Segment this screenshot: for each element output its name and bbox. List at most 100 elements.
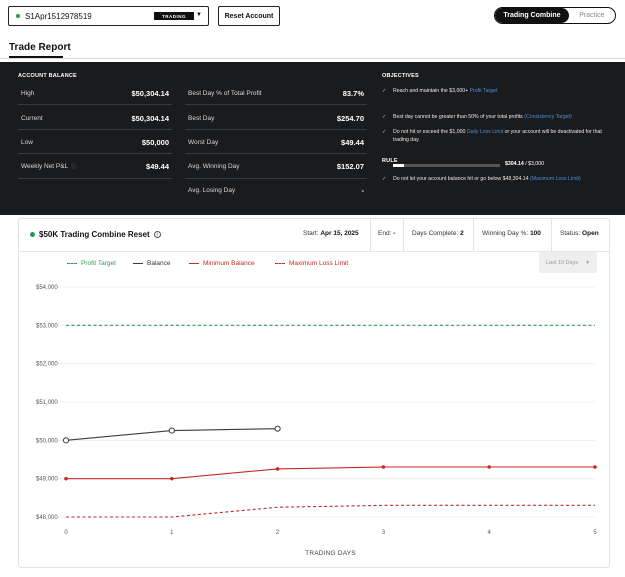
- x-tick-label: 5: [593, 530, 597, 536]
- balance-row-high: High $50,304.14: [21, 89, 169, 98]
- y-tick-label: $51,000: [36, 400, 58, 406]
- x-tick-label: 3: [382, 530, 386, 536]
- profit-value: 83.7%: [342, 89, 364, 98]
- data-point: [593, 465, 597, 469]
- data-point: [381, 465, 386, 469]
- objective-text: Best day cannot be greater than 50% of y…: [393, 114, 523, 120]
- divider: [18, 129, 172, 130]
- start-date: Start: Apr 15, 2025: [303, 230, 359, 237]
- profit-target-link[interactable]: Profit Target: [469, 88, 498, 94]
- max-loss-limit-link[interactable]: (Maximum Loss Limit): [530, 176, 581, 182]
- info-icon[interactable]: ⓘ: [71, 164, 77, 170]
- objective-text: Do not hit or exceed the $1,000: [393, 129, 466, 135]
- legend-profit-target: Profit Target: [67, 260, 116, 267]
- divider: [185, 178, 367, 179]
- chevron-down-icon: ▼: [585, 259, 591, 266]
- rule-heading: RULE: [382, 158, 398, 164]
- winning-day-pct: Winning Day %: 100: [482, 230, 541, 237]
- y-tick-label: $52,000: [36, 362, 58, 368]
- legend-label: Profit Target: [81, 260, 116, 267]
- mode-practice[interactable]: Practice: [579, 12, 605, 19]
- stat-value: -: [393, 230, 396, 237]
- profit-value: -: [361, 186, 365, 195]
- chevron-down-icon[interactable]: ▼: [196, 12, 202, 18]
- legend-swatch: [67, 263, 77, 264]
- divider: [185, 153, 367, 154]
- card-title: $50K Trading Combine Reset i: [30, 230, 161, 239]
- y-tick-label: $49,000: [36, 477, 58, 483]
- daily-loss-limit-link[interactable]: Daily Loss Limit: [466, 129, 504, 135]
- balance-label: Weekly Net P&L ⓘ: [21, 163, 76, 170]
- profit-progress-bar: [393, 164, 500, 167]
- mode-toggle[interactable]: Trading Combine Practice: [494, 7, 616, 24]
- legend-label: Maximum Loss Limit: [289, 260, 349, 267]
- reset-account-button[interactable]: Reset Account: [218, 6, 280, 26]
- y-tick-label: $48,000: [36, 515, 58, 521]
- check-icon: ✓: [382, 88, 387, 94]
- data-point: [275, 467, 280, 471]
- balance-value: $50,304.14: [131, 114, 169, 123]
- page-title: Trade Report: [9, 42, 71, 53]
- divider: [551, 219, 552, 251]
- rule-max-loss: ✓ Do not let your account balance hit or…: [382, 175, 610, 183]
- legend-label: Balance: [147, 260, 171, 267]
- profit-value: $254.70: [336, 114, 364, 123]
- divider: [185, 129, 367, 130]
- rule-text: Do not let your account balance hit or g…: [393, 176, 529, 182]
- balance-row-current: Current $50,304.14: [21, 114, 169, 123]
- profit-label: Worst Day: [188, 139, 219, 146]
- profit-value: $152.07: [336, 162, 364, 171]
- combine-title: $50K Trading Combine Reset: [39, 230, 150, 239]
- chart-card: $50K Trading Combine Reset i Start: Apr …: [18, 218, 611, 568]
- legend-swatch: [133, 263, 143, 264]
- days-complete: Days Complete: 2: [412, 230, 464, 237]
- data-point: [168, 427, 175, 434]
- check-icon: ✓: [382, 129, 387, 135]
- stat-value: 100: [530, 230, 541, 237]
- check-icon: ✓: [382, 114, 387, 120]
- mode-trading-combine[interactable]: Trading Combine: [495, 8, 569, 23]
- balance-value: $50,304.14: [131, 89, 169, 98]
- profit-row: Best Day $254.70: [188, 114, 364, 123]
- consistency-target-link[interactable]: (Consistency Target): [524, 114, 572, 120]
- stats-panel: ACCOUNT BALANCE High $50,304.14 Current …: [0, 62, 625, 215]
- x-tick-label: 0: [64, 530, 68, 536]
- profit-row: Worst Day $49.44: [188, 138, 364, 147]
- status-dot: [30, 232, 35, 237]
- data-point: [64, 476, 68, 481]
- date-range-select[interactable]: Last 10 Days ▼: [539, 252, 597, 273]
- stat-label: Days Complete:: [412, 230, 459, 237]
- legend-max-loss-limit: Maximum Loss Limit: [275, 260, 348, 267]
- account-select[interactable]: S1Apr1512978519 TRADING ▼: [8, 6, 209, 26]
- data-point: [274, 425, 281, 432]
- progress-text: $304.14 / $3,000: [505, 161, 544, 167]
- objective-daily-loss: ✓ Do not hit or exceed the $1,000 Daily …: [382, 128, 610, 144]
- objective-consistency: ✓ Best day cannot be greater than 50% of…: [382, 113, 610, 121]
- account-type-badge: TRADING: [154, 12, 194, 20]
- end-date: End: -: [378, 230, 395, 237]
- balance-value: $49.44: [146, 162, 169, 171]
- y-tick-label: $53,000: [36, 323, 58, 329]
- data-point: [170, 476, 174, 481]
- info-icon[interactable]: i: [153, 231, 161, 238]
- objective-profit-target: ✓ Reach and maintain the $3,000+ Profit …: [382, 87, 610, 95]
- stat-label: Start:: [303, 230, 319, 237]
- profit-value: $49.44: [341, 138, 364, 147]
- divider: [185, 104, 367, 105]
- divider: [403, 219, 404, 251]
- profit-label: Avg. Losing Day: [188, 187, 236, 194]
- status: Status: Open: [560, 230, 599, 237]
- divider: [18, 178, 172, 179]
- series-line-minimum-balance: [66, 466, 595, 480]
- top-bar: S1Apr1512978519 TRADING ▼ Reset Account …: [0, 0, 625, 34]
- weekly-pnl-label: Weekly Net P&L: [21, 163, 69, 170]
- account-status-dot: [16, 14, 20, 18]
- stat-label: Winning Day %:: [482, 230, 529, 237]
- x-axis-label: TRADING DAYS: [305, 550, 356, 557]
- profit-row: Best Day % of Total Profit 83.7%: [188, 89, 364, 98]
- range-label: Last 10 Days: [545, 259, 579, 266]
- balance-row-weekly: Weekly Net P&L ⓘ $49.44: [21, 162, 169, 171]
- balance-value: $50,000: [141, 138, 169, 147]
- divider: [0, 58, 625, 59]
- x-tick-label: 2: [276, 530, 280, 536]
